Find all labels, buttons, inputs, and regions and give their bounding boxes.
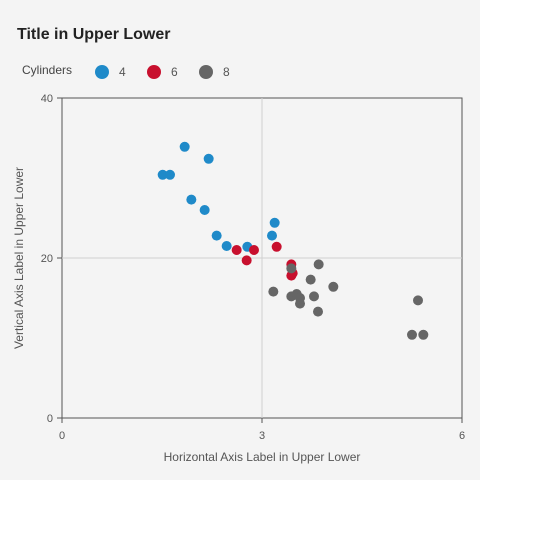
legend-item-8[interactable]: 8 — [199, 65, 230, 79]
chart-panel — [0, 0, 480, 480]
scatter-point-6 — [241, 255, 252, 266]
scatter-point-8 — [305, 274, 316, 285]
scatter-point-8 — [313, 306, 323, 317]
scatter-point-4 — [211, 230, 222, 241]
legend-label-4: 4 — [119, 65, 126, 79]
legend-label-6: 6 — [171, 65, 178, 79]
scatter-point-4 — [157, 169, 168, 180]
scatter-point-6 — [249, 245, 259, 255]
scatter-point-8 — [309, 291, 319, 302]
scatter-point-8 — [268, 286, 279, 297]
y-tick-label: 0 — [47, 413, 53, 425]
scatter-point-8 — [407, 329, 417, 340]
legend-swatch-6 — [147, 65, 161, 79]
x-axis-label: Horizontal Axis Label in Upper Lower — [164, 450, 361, 464]
scatter-point-4 — [179, 141, 190, 152]
legend-title: Cylinders — [22, 63, 73, 77]
legend-item-4[interactable]: 4 — [95, 65, 126, 79]
x-tick-label: 0 — [59, 430, 65, 442]
scatter-point-8 — [295, 298, 305, 309]
chart-title: Title in Upper Lower — [17, 26, 171, 43]
scatter-point-4 — [199, 205, 210, 215]
scatter-point-8 — [418, 329, 429, 340]
y-axis-label: Vertical Axis Label in Upper Lower — [12, 167, 26, 349]
scatter-point-4 — [186, 194, 197, 205]
x-tick-label: 3 — [259, 430, 265, 442]
y-tick-label: 40 — [41, 93, 53, 105]
scatter-point-4 — [203, 153, 214, 164]
x-tick-label: 6 — [459, 430, 465, 442]
scatter-point-8 — [313, 259, 324, 270]
legend-item-6[interactable]: 6 — [147, 65, 178, 79]
scatter-point-4 — [165, 169, 175, 180]
scatter-point-8 — [413, 295, 423, 306]
scatter-point-8 — [286, 263, 297, 274]
y-tick-label: 20 — [41, 253, 53, 265]
scatter-point-4 — [269, 217, 280, 228]
scatter-point-4 — [267, 230, 277, 241]
legend-swatch-4 — [95, 65, 109, 79]
legend-swatch-8 — [199, 65, 213, 79]
scatter-point-4 — [221, 241, 232, 251]
scatter-point-8 — [328, 281, 339, 292]
scatter-point-6 — [271, 241, 282, 252]
legend-label-8: 8 — [223, 65, 230, 79]
scatter-point-6 — [231, 245, 242, 255]
